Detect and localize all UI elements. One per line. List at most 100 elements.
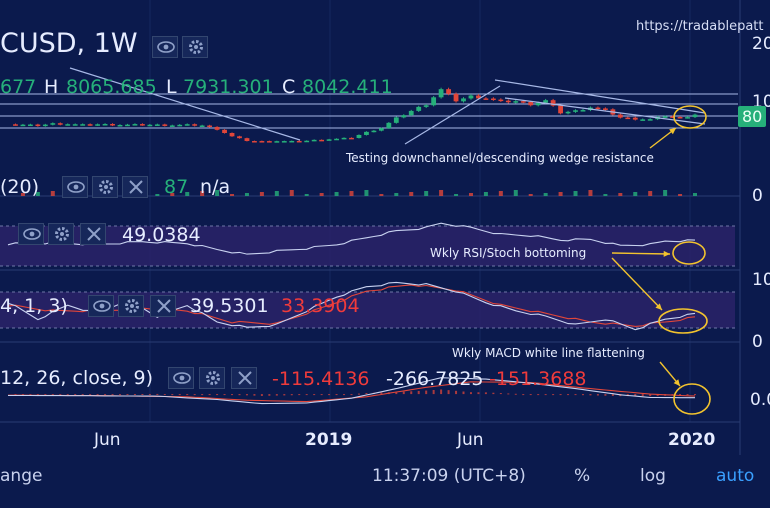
macd-histogram-bar <box>641 394 644 397</box>
macd-close-icon[interactable] <box>231 367 257 389</box>
volume-bar <box>409 192 414 196</box>
volume-bar <box>454 194 459 196</box>
macd-histogram-bar <box>238 394 241 396</box>
macd-histogram-bar <box>51 394 54 396</box>
rsi-close-icon[interactable] <box>80 223 106 245</box>
candle-body <box>483 98 489 100</box>
current-price-tag: 80 <box>738 106 767 127</box>
macd-histogram-bar <box>290 394 293 396</box>
macd-histogram-bar <box>656 394 659 396</box>
candle-body <box>125 124 130 127</box>
candle-body <box>147 124 153 127</box>
rising-trendline <box>404 85 501 145</box>
source-watermark: https://tradablepatt <box>636 19 764 34</box>
annotation-arrowhead <box>673 379 680 386</box>
macd-histogram-bar <box>507 393 510 395</box>
macd-line-value: -266.7825 <box>386 368 484 390</box>
log-toggle[interactable]: log <box>640 466 666 486</box>
candle-body <box>461 98 466 102</box>
macd-histogram-bar <box>694 394 696 396</box>
macd-label[interactable]: 12, 26, close, 9) <box>0 367 154 389</box>
candle-body <box>117 124 123 127</box>
volume-bar <box>528 194 533 196</box>
macd-histogram-bar <box>59 394 62 396</box>
annotation-arrowhead <box>663 250 670 257</box>
candle-body <box>110 123 115 126</box>
annotation-arrow <box>611 257 663 311</box>
candle-body <box>505 100 511 103</box>
macd-gear-icon[interactable] <box>199 367 225 389</box>
volume-bar <box>35 192 40 196</box>
macd-histogram-bar <box>89 394 92 396</box>
candle-body <box>199 125 205 128</box>
x-tick-2019: 2019 <box>305 430 353 450</box>
highlight-ellipse <box>658 308 708 334</box>
annotation-wedge: Testing downchannel/descending wedge res… <box>346 151 654 165</box>
candle-body <box>222 129 227 134</box>
ohlc-high-label: H <box>44 76 59 98</box>
macd-histogram-bar <box>298 394 301 396</box>
downchannel-lower-line <box>504 97 706 125</box>
candle-body <box>252 141 257 143</box>
clock-display[interactable]: 11:37:09 (UTC+8) <box>372 466 526 486</box>
macd-histogram-bar <box>380 392 383 395</box>
candle-body <box>65 124 71 126</box>
candle-body <box>580 110 586 112</box>
volume-gear-icon[interactable] <box>92 176 118 198</box>
candle-body <box>565 111 571 114</box>
macd-histogram-bar <box>410 391 413 395</box>
volume-bar <box>468 193 473 196</box>
macd-histogram-bar <box>335 394 338 396</box>
macd-histogram-bar <box>260 394 263 396</box>
candle-body <box>438 89 444 98</box>
candle-body <box>304 140 310 143</box>
x-tick-jun-1: Jun <box>94 430 121 450</box>
auto-toggle[interactable]: auto <box>716 466 755 486</box>
candle-body <box>431 97 437 106</box>
volume-close-icon[interactable] <box>122 176 148 198</box>
volume-eye-icon[interactable] <box>62 176 88 198</box>
macd-histogram-bar <box>141 394 144 396</box>
stoch-gear-icon[interactable] <box>118 295 144 317</box>
candle-body <box>647 119 653 121</box>
volume-bar <box>379 194 384 196</box>
stoch-eye-icon[interactable] <box>88 295 114 317</box>
percent-toggle[interactable]: % <box>574 466 591 486</box>
macd-histogram-bar <box>343 394 346 396</box>
macd-histogram-bar <box>477 392 480 395</box>
stoch-scale-label: 0 <box>752 332 763 352</box>
volume-bar <box>558 192 563 196</box>
rsi-eye-icon[interactable] <box>18 223 44 245</box>
macd-histogram-bar <box>492 392 495 395</box>
macd-eye-icon[interactable] <box>168 367 194 389</box>
gear-icon[interactable] <box>182 36 208 58</box>
candle-body <box>192 124 198 126</box>
macd-histogram-bar <box>365 393 368 395</box>
stoch-close-icon[interactable] <box>150 295 176 317</box>
macd-histogram-bar <box>21 394 24 396</box>
range-button[interactable]: ange <box>0 466 43 486</box>
macd-histogram-bar <box>111 394 114 396</box>
symbol-title[interactable]: CUSD, 1W <box>0 28 138 59</box>
volume-bar <box>588 190 593 196</box>
macd-histogram-bar <box>328 394 331 396</box>
macd-histogram-bar <box>268 394 271 396</box>
eye-icon[interactable] <box>152 36 178 58</box>
rsi-gear-icon[interactable] <box>48 223 74 245</box>
volume-bar <box>185 192 190 196</box>
rsi-value: 49.0384 <box>122 224 201 246</box>
candle-body <box>662 116 668 118</box>
volume-bar <box>215 190 220 196</box>
macd-histogram-bar <box>119 394 122 396</box>
macd-histogram-bar <box>148 393 151 395</box>
ohlc-close-value: 8042.411 <box>302 76 393 98</box>
macd-histogram-bar <box>193 394 196 396</box>
volume-label[interactable]: (20) <box>0 176 40 198</box>
candle-body <box>378 128 384 131</box>
macd-histogram-bar <box>604 394 607 396</box>
candle-body <box>625 117 631 120</box>
stoch-label[interactable]: 4, 1, 3) <box>0 295 68 317</box>
macd-histogram-bar <box>440 389 443 395</box>
